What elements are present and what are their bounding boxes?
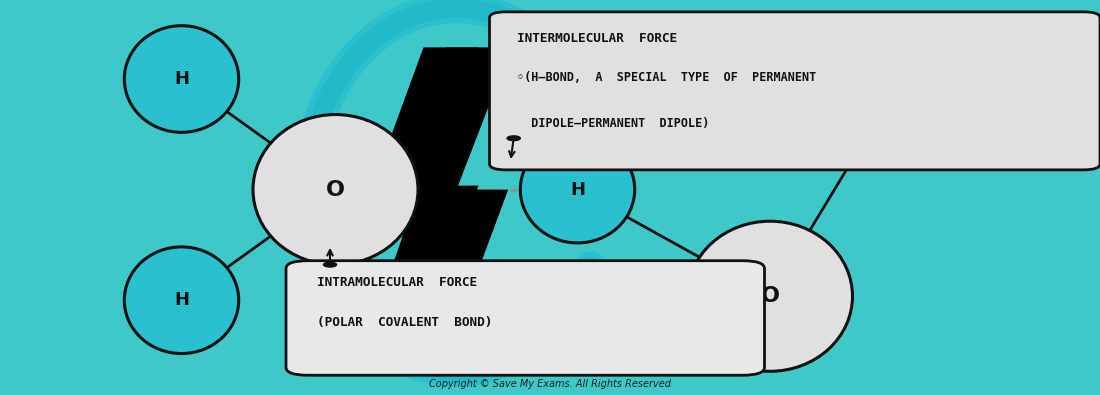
Text: DIPOLE–PERMANENT  DIPOLE): DIPOLE–PERMANENT DIPOLE): [517, 117, 710, 130]
Polygon shape: [390, 47, 512, 344]
Text: H: H: [174, 291, 189, 309]
Text: (POLAR  COVALENT  BOND): (POLAR COVALENT BOND): [317, 316, 492, 329]
Ellipse shape: [688, 221, 852, 371]
Ellipse shape: [124, 26, 239, 132]
Ellipse shape: [839, 34, 954, 140]
Text: O: O: [326, 180, 345, 199]
Text: Copyright © Save My Exams. All Rights Reserved: Copyright © Save My Exams. All Rights Re…: [429, 379, 671, 389]
Text: INTERMOLECULAR  FORCE: INTERMOLECULAR FORCE: [517, 32, 678, 45]
Text: INTRAMOLECULAR  FORCE: INTRAMOLECULAR FORCE: [317, 276, 477, 290]
Text: O: O: [760, 286, 780, 306]
FancyBboxPatch shape: [490, 12, 1100, 170]
Ellipse shape: [253, 115, 418, 265]
FancyBboxPatch shape: [286, 261, 764, 375]
Circle shape: [507, 136, 520, 141]
Polygon shape: [368, 47, 478, 336]
Circle shape: [323, 262, 337, 267]
Text: H: H: [889, 78, 904, 96]
Ellipse shape: [520, 136, 635, 243]
Text: H: H: [174, 70, 189, 88]
Ellipse shape: [124, 247, 239, 354]
Text: ◦(H–BOND,  A  SPECIAL  TYPE  OF  PERMANENT: ◦(H–BOND, A SPECIAL TYPE OF PERMANENT: [517, 71, 816, 84]
Text: H: H: [570, 181, 585, 199]
